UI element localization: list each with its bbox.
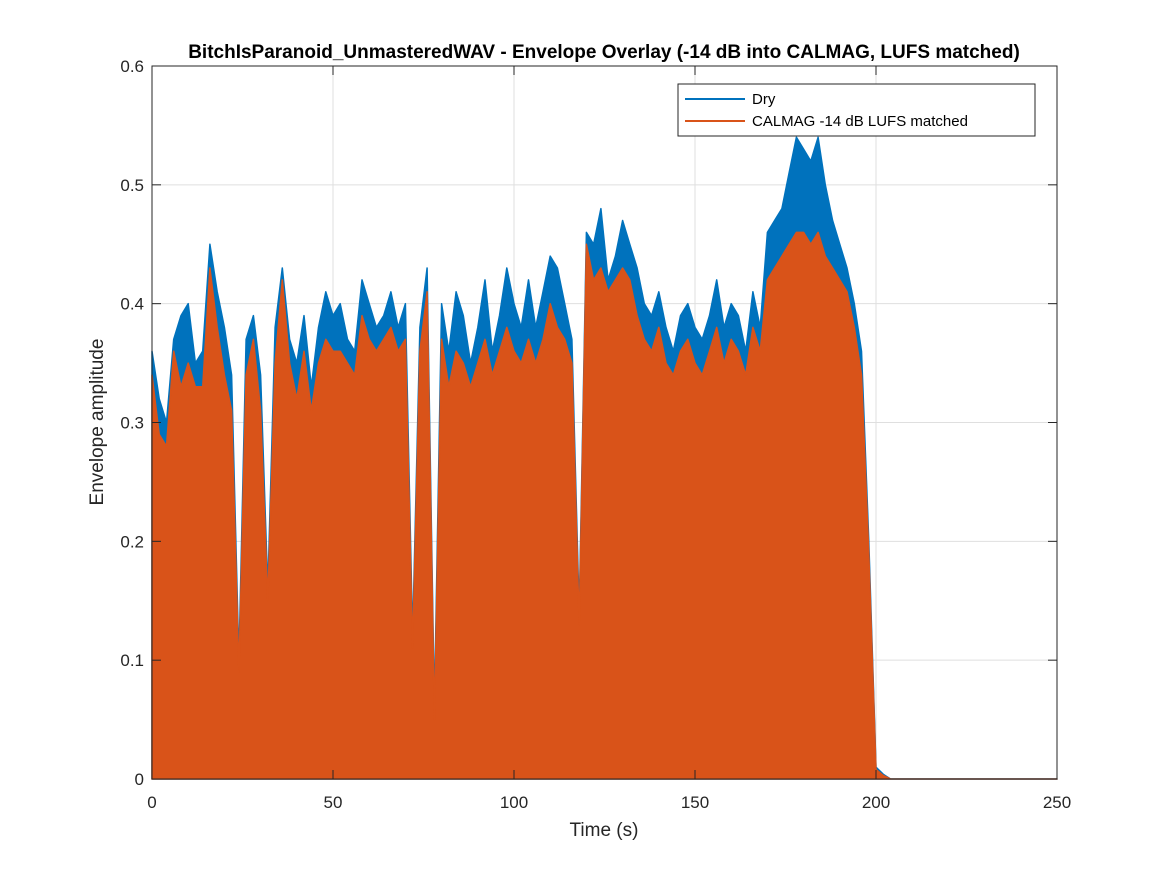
x-axis-label: Time (s) <box>570 820 639 841</box>
y-tick-label: 0.3 <box>120 414 144 433</box>
y-tick-label: 0 <box>135 770 144 789</box>
y-tick-label: 0.2 <box>120 532 144 551</box>
tick-labels: 0 50 100 150 200 250 0 0.1 0.2 0.3 0.4 0.5 0.6 <box>120 57 1071 812</box>
y-axis-label: Envelope amplitude <box>87 339 108 506</box>
tick-marks <box>151 65 1058 780</box>
x-tick-label: 0 <box>147 793 156 812</box>
y-tick-label: 0.1 <box>120 651 144 670</box>
x-tick-label: 200 <box>862 793 890 812</box>
legend-box <box>677 83 1036 137</box>
legend: Dry CALMAG -14 dB LUFS matched <box>677 83 1036 137</box>
x-tick-label: 150 <box>681 793 709 812</box>
y-tick-label: 0.5 <box>120 176 144 195</box>
x-tick-label: 100 <box>500 793 528 812</box>
legend-label-dry: Dry <box>752 91 776 108</box>
y-tick-label: 0.6 <box>120 57 144 76</box>
series-calmag-envelope <box>151 231 1058 780</box>
legend-label-calmag: CALMAG -14 dB LUFS matched <box>752 113 968 130</box>
x-tick-label: 50 <box>324 793 343 812</box>
x-tick-label: 250 <box>1043 793 1071 812</box>
chart-title: BitchIsParanoid_UnmasteredWAV - Envelope… <box>188 42 1020 63</box>
y-tick-label: 0.4 <box>120 295 144 314</box>
data-series <box>151 136 1058 780</box>
